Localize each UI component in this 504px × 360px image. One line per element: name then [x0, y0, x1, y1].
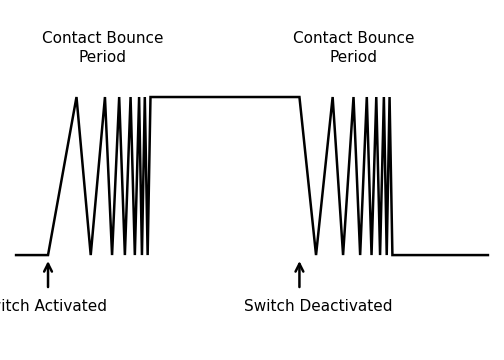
Text: Switch Activated: Switch Activated	[0, 299, 107, 314]
Text: Contact Bounce
Period: Contact Bounce Period	[42, 31, 163, 66]
Text: Switch Deactivated: Switch Deactivated	[244, 299, 393, 314]
Text: Contact Bounce
Period: Contact Bounce Period	[293, 31, 415, 66]
